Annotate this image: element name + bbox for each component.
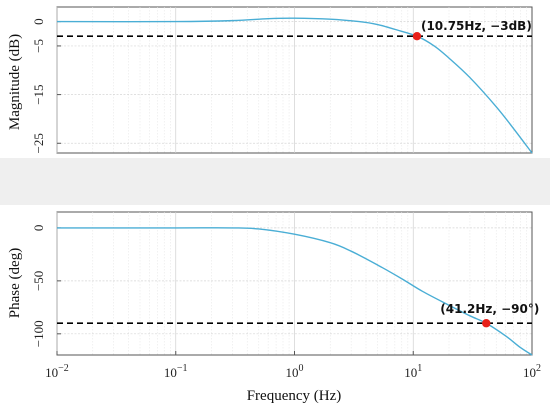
magnitude-grid [56, 7, 532, 153]
phase-response-curve [57, 227, 533, 356]
phase-marker-label: (41.2Hz, −90°) [440, 302, 539, 316]
frequency-x-tick-label: 100 [286, 363, 304, 380]
magnitude-y-tick-label: −25 [31, 133, 46, 153]
phase-grid [56, 212, 532, 355]
phase-y-tick-label: −50 [31, 271, 46, 291]
phase-series: (41.2Hz, −90°) [57, 227, 539, 356]
panel-separator [0, 158, 550, 205]
magnitude-marker-label: (10.75Hz, −3dB) [421, 19, 532, 33]
magnitude-series: (10.75Hz, −3dB) [56, 17, 533, 154]
frequency-x-axis-label: Frequency (Hz) [247, 388, 342, 404]
magnitude-panel: 0 −5 −15 −25 (10.75Hz, −3dB) Magnitude (dB) [7, 6, 533, 154]
magnitude-marker-point [412, 32, 422, 41]
phase-panel: 0 −50 −100 10−2 10−1 100 101 102 (41.2Hz, −90°… [7, 211, 541, 404]
phase-y-tick-label: −100 [31, 320, 46, 347]
magnitude-y-tick-label: −5 [31, 39, 46, 53]
phase-y-ticks: 0 −50 −100 [31, 225, 61, 347]
frequency-x-ticks: 10−2 10−1 100 101 102 [45, 351, 541, 380]
frequency-x-tick-label: 101 [404, 363, 422, 380]
phase-marker-point [482, 319, 491, 328]
frequency-x-tick-label: 10−2 [45, 363, 69, 380]
frequency-x-tick-label: 10−1 [164, 363, 188, 380]
magnitude-y-tick-label: −15 [31, 84, 46, 104]
magnitude-response-curve [56, 17, 533, 154]
magnitude-y-axis-label: Magnitude (dB) [7, 34, 23, 130]
frequency-x-tick-label: 102 [523, 363, 541, 380]
magnitude-y-tick-label: 0 [31, 18, 46, 25]
phase-y-tick-label: 0 [31, 225, 46, 232]
phase-y-axis-label: Phase (deg) [7, 248, 23, 318]
magnitude-y-ticks: 0 −5 −15 −25 [31, 18, 61, 153]
